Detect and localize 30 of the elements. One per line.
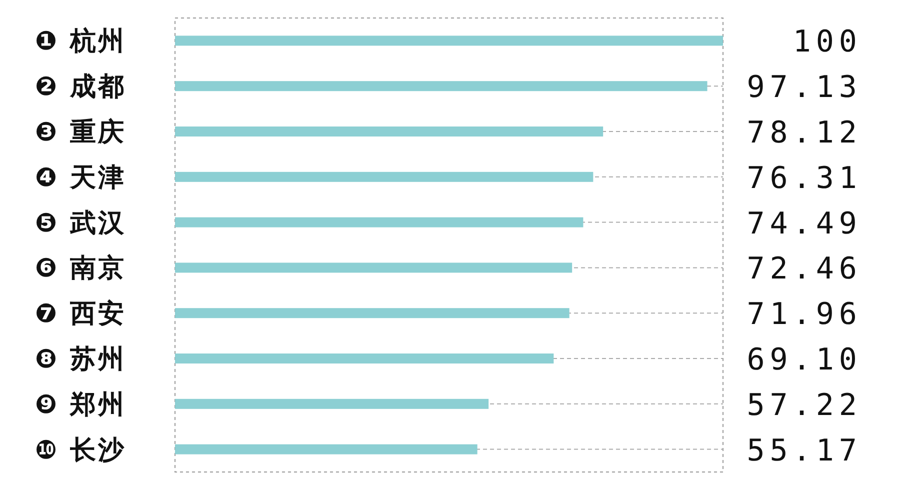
- y-tick-label: ❹ 天津: [35, 162, 126, 193]
- y-tick-label: ❼ 西安: [35, 299, 126, 330]
- data-label: 72.46: [746, 252, 862, 287]
- y-tick-label: ❸ 重庆: [35, 118, 126, 148]
- y-tick-label: ❾ 郑州: [35, 390, 126, 420]
- bar: [175, 262, 572, 273]
- bar: [175, 36, 723, 46]
- data-label: 100: [792, 24, 862, 60]
- data-label: 69.10: [746, 342, 862, 378]
- data-label: 71.96: [746, 297, 862, 332]
- bar: [175, 217, 584, 228]
- data-label: 76.31: [746, 160, 862, 196]
- bar: [175, 398, 489, 409]
- y-tick-label: ❷ 成都: [35, 72, 126, 102]
- bar: [175, 444, 478, 454]
- bar: [175, 354, 554, 364]
- data-label: 57.22: [746, 388, 862, 423]
- bar: [175, 81, 708, 92]
- bar: [175, 172, 594, 182]
- data-label: 97.13: [746, 70, 862, 106]
- y-tick-label: ❶ 杭州: [35, 26, 126, 57]
- bar: [175, 308, 570, 318]
- data-label: 78.12: [746, 116, 862, 150]
- data-label: 74.49: [746, 206, 862, 242]
- y-tick-label: ❻ 南京: [35, 254, 126, 284]
- y-tick-label: ❿ 长沙: [35, 435, 126, 466]
- bar: [175, 126, 604, 136]
- y-tick-label: ❺ 武汉: [35, 208, 126, 238]
- data-label: 55.17: [746, 433, 862, 468]
- y-tick-label: ❽ 苏州: [35, 344, 126, 374]
